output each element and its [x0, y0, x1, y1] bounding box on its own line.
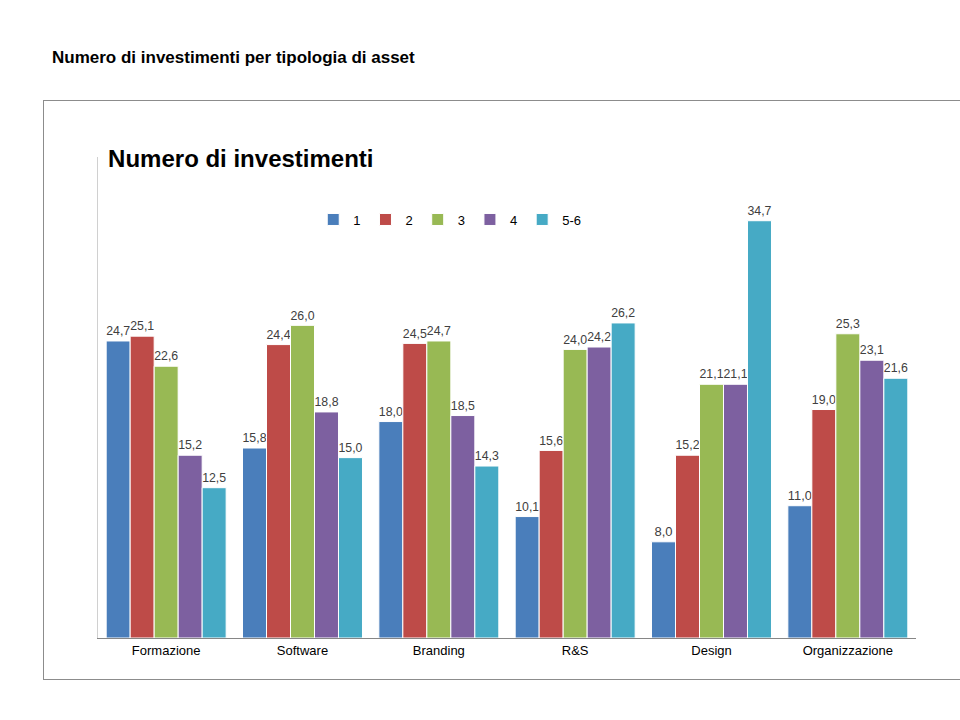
svg-text:25,3: 25,3	[836, 317, 860, 331]
svg-text:24,7: 24,7	[106, 324, 130, 338]
svg-text:1: 1	[353, 213, 360, 228]
svg-text:26,0: 26,0	[291, 309, 315, 323]
svg-text:21,1: 21,1	[700, 367, 724, 381]
svg-text:Branding: Branding	[413, 643, 465, 658]
svg-text:34,7: 34,7	[748, 204, 772, 218]
svg-text:14,3: 14,3	[475, 449, 499, 463]
svg-text:24,0: 24,0	[563, 333, 587, 347]
svg-text:10,1: 10,1	[515, 500, 539, 514]
svg-text:Design: Design	[691, 643, 731, 658]
svg-text:23,1: 23,1	[860, 343, 884, 357]
svg-text:18,0: 18,0	[379, 405, 403, 419]
svg-text:26,2: 26,2	[611, 306, 635, 320]
svg-text:3: 3	[458, 213, 465, 228]
svg-text:18,8: 18,8	[315, 395, 339, 409]
svg-text:18,5: 18,5	[451, 399, 475, 413]
svg-text:24,4: 24,4	[267, 328, 291, 342]
svg-text:15,6: 15,6	[539, 434, 563, 448]
svg-text:24,7: 24,7	[427, 324, 451, 338]
svg-text:2: 2	[405, 213, 412, 228]
svg-text:21,6: 21,6	[884, 361, 908, 375]
svg-text:19,0: 19,0	[812, 393, 836, 407]
svg-text:21,1: 21,1	[724, 367, 748, 381]
svg-text:8,0: 8,0	[654, 524, 672, 539]
svg-text:22,6: 22,6	[154, 349, 178, 363]
svg-text:15,8: 15,8	[243, 431, 267, 445]
svg-text:25,1: 25,1	[130, 319, 154, 333]
svg-text:Numero di investimenti: Numero di investimenti	[108, 145, 373, 172]
svg-text:R&S: R&S	[562, 643, 589, 658]
svg-text:15,0: 15,0	[339, 441, 363, 455]
svg-text:Organizzazione: Organizzazione	[803, 643, 893, 658]
svg-text:5-6: 5-6	[562, 213, 581, 228]
svg-text:4: 4	[510, 213, 517, 228]
svg-text:24,2: 24,2	[587, 330, 611, 344]
svg-text:Formazione: Formazione	[132, 643, 201, 658]
svg-text:11,0: 11,0	[788, 488, 812, 503]
svg-text:15,2: 15,2	[676, 438, 700, 452]
svg-text:12,5: 12,5	[202, 471, 226, 485]
svg-text:Software: Software	[277, 643, 328, 658]
svg-text:15,2: 15,2	[178, 438, 202, 452]
html-text:Numero di investimenti per tip: Numero di investimenti per tipologia di …	[52, 48, 415, 67]
svg-text:24,5: 24,5	[403, 327, 427, 341]
